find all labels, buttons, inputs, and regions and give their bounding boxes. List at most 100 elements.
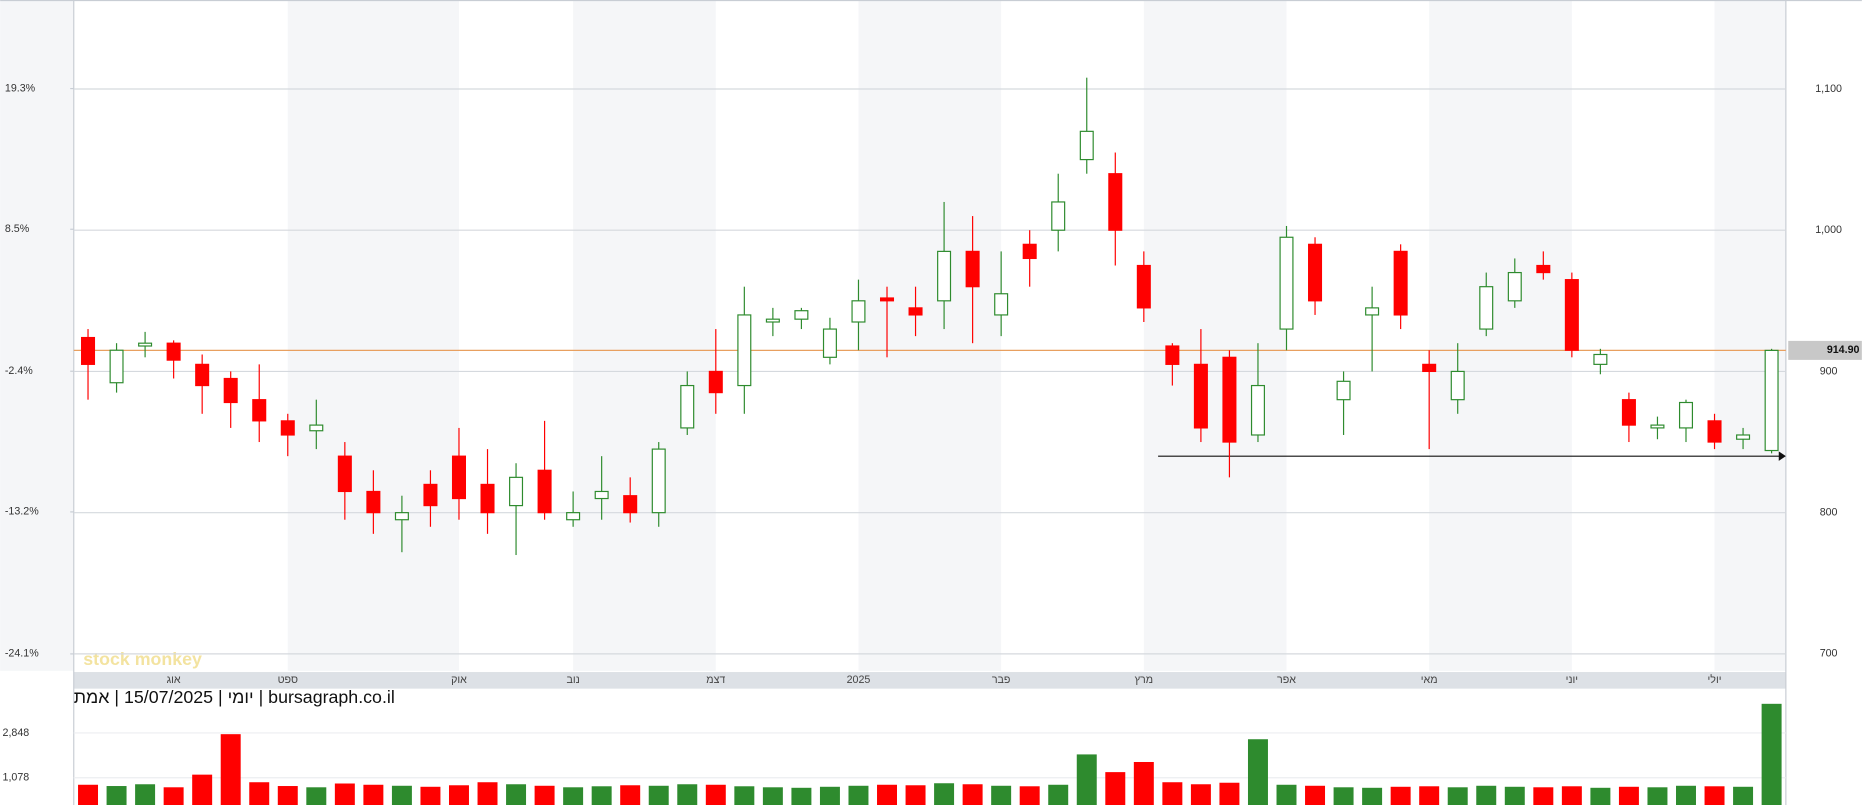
volume-bar — [306, 787, 327, 805]
month-band — [573, 0, 716, 671]
volume-bar — [1048, 784, 1069, 805]
candle-body — [1678, 401, 1694, 429]
candle-body — [280, 420, 295, 436]
x-tick-label: אפר — [1277, 674, 1296, 686]
volume-bar — [791, 787, 812, 805]
x-tick-label: אוג — [167, 674, 181, 686]
volume-bar — [905, 785, 926, 805]
support-arrow — [1778, 451, 1786, 461]
volume-bar — [534, 785, 555, 805]
watermark: stock monkey — [83, 649, 202, 669]
month-band — [1429, 0, 1572, 671]
x-tick-label: מרץ — [1135, 674, 1153, 686]
month-band — [1143, 0, 1287, 671]
volume-bar — [163, 787, 184, 805]
y2-tick-label: 8.5% — [5, 223, 30, 235]
volume-bar — [1276, 784, 1297, 805]
volume-bar — [1533, 787, 1554, 805]
volume-bar — [1504, 786, 1525, 805]
candle-body — [1336, 380, 1351, 401]
candle-body — [1193, 363, 1208, 429]
candle-body — [309, 424, 324, 432]
candle-body — [1165, 345, 1180, 365]
volume-bar — [563, 787, 584, 805]
candle-body — [480, 483, 495, 514]
volume-bar — [1105, 772, 1126, 805]
volume-bar — [78, 784, 99, 805]
candle-body — [1764, 349, 1779, 452]
y2-tick-label: 19.3% — [5, 82, 36, 94]
y2-tick-label: -13.2% — [5, 506, 39, 518]
candle-body — [765, 318, 780, 323]
candle-body — [1450, 370, 1465, 401]
candle-body — [1108, 173, 1123, 231]
candle-body — [166, 342, 181, 361]
candle-body — [1707, 420, 1722, 443]
candle-body — [1365, 307, 1380, 316]
x-tick-label: יולי — [1708, 674, 1722, 686]
candle-body — [1422, 363, 1437, 373]
volume-bar — [1019, 786, 1040, 805]
candle-body — [81, 336, 96, 365]
candle-body — [1650, 424, 1665, 429]
y2-tick-label: -24.1% — [5, 648, 39, 660]
volume-bar — [934, 783, 955, 805]
volume-bar — [1447, 787, 1468, 805]
candle-body — [1222, 356, 1237, 443]
candle-body — [651, 448, 666, 514]
volume-bar — [1476, 785, 1497, 805]
volume-bar — [1247, 739, 1268, 805]
volume-bar — [448, 785, 469, 805]
candle-body — [1079, 130, 1094, 161]
volume-bar — [1590, 787, 1611, 805]
candle-body — [851, 300, 866, 323]
volume-bar — [848, 785, 869, 805]
volume-bar — [1761, 703, 1782, 805]
x-tick-label: מאי — [1421, 674, 1438, 686]
y-tick-label: 700 — [1820, 648, 1838, 660]
volume-bar — [705, 784, 726, 805]
candle-body — [1250, 384, 1265, 436]
candle-body — [908, 307, 923, 316]
volume-bar — [220, 734, 241, 805]
volume-bar — [762, 787, 783, 805]
volume-bar — [1390, 786, 1411, 805]
candle-body — [1479, 286, 1494, 330]
volume-bar — [962, 784, 983, 805]
candle-body — [537, 469, 552, 514]
volume-bar — [249, 782, 270, 805]
candle-body — [879, 297, 895, 302]
volume-bar — [1076, 754, 1097, 805]
volume-bar — [1190, 784, 1211, 805]
volume-bar — [391, 785, 412, 805]
candle-body — [1051, 201, 1066, 231]
time-axis-strip — [73, 672, 1786, 689]
last-price-label: 914.90 — [1827, 344, 1860, 356]
volume-bar — [1704, 786, 1725, 805]
volume-bar — [677, 784, 698, 805]
volume-bar — [1419, 786, 1440, 805]
candle-body — [1022, 243, 1037, 260]
candle-body — [994, 293, 1009, 316]
y-tick-label: 900 — [1820, 365, 1838, 377]
candle-body — [1564, 279, 1579, 351]
left-margin — [0, 0, 74, 671]
subtitle: יומי | 15/07/2025 | אמת | bursagraph.co.… — [74, 687, 395, 707]
candle-body — [1593, 353, 1608, 365]
candle-body — [594, 490, 609, 500]
volume-bar — [420, 786, 441, 805]
volume-bar — [648, 785, 669, 805]
x-tick-label: יוני — [1566, 674, 1578, 686]
candle-body — [1536, 264, 1551, 274]
volume-tick-label: 2,848 — [3, 727, 30, 739]
month-band — [1714, 0, 1786, 671]
candle-body — [138, 342, 153, 347]
x-tick-label: ספט — [278, 674, 298, 686]
x-tick-label: אוק — [451, 674, 467, 686]
candle-body — [794, 310, 809, 320]
volume-bar — [819, 786, 840, 805]
volume-bar — [1561, 786, 1582, 805]
candle-body — [965, 250, 980, 288]
candle-body — [451, 455, 466, 500]
